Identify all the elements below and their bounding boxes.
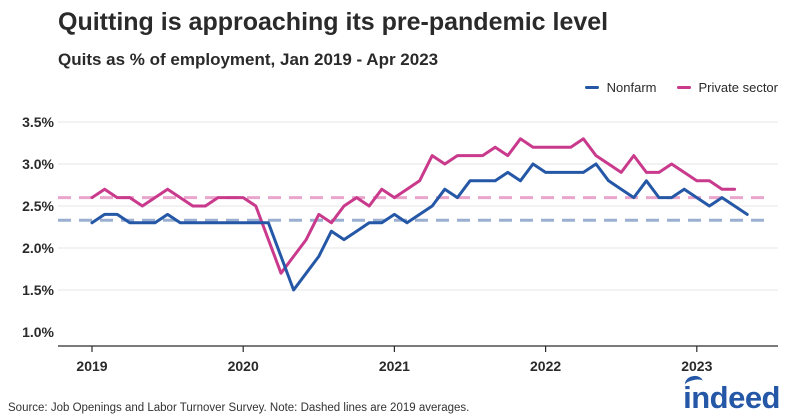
legend-label-private-sector: Private sector [698, 80, 778, 95]
logo-text: indeed [683, 380, 780, 415]
series-line-nonfarm [90, 162, 749, 292]
x-tick-label: 2021 [379, 358, 410, 374]
y-axis-ticks: 1.0% 1.5% 2.0% 2.5% 3.0% 3.5% [22, 114, 54, 340]
gridlines [58, 121, 778, 291]
indeed-logo: indeed [683, 374, 780, 415]
legend-swatch-private-sector [676, 86, 691, 89]
chart-title: Quitting is approaching its pre-pandemic… [58, 8, 609, 36]
y-tick-label: 1.5% [22, 282, 54, 298]
x-tick-label: 2019 [76, 358, 107, 374]
x-axis: 2019 2020 2021 2022 2023 [58, 345, 778, 374]
y-tick-label: 1.0% [22, 324, 54, 340]
x-tick-label: 2023 [681, 358, 712, 374]
source-note: Source: Job Openings and Labor Turnover … [8, 402, 470, 414]
series-line-private-sector [90, 137, 737, 275]
legend-item-private-sector: Private sector [676, 80, 778, 95]
y-tick-label: 2.0% [22, 240, 54, 256]
y-tick-label: 3.5% [22, 114, 54, 130]
chart-legend: Nonfarm Private sector [565, 80, 778, 95]
y-tick-label: 2.5% [22, 198, 54, 214]
legend-label-nonfarm: Nonfarm [606, 80, 657, 95]
legend-item-nonfarm: Nonfarm [584, 80, 657, 95]
series-lines [90, 137, 749, 292]
reference-lines [58, 196, 770, 222]
chart-subtitle: Quits as % of employment, Jan 2019 - Apr… [58, 50, 439, 69]
y-tick-label: 3.0% [22, 156, 54, 172]
x-tick-label: 2020 [228, 358, 259, 374]
legend-swatch-nonfarm [584, 86, 599, 89]
x-tick-label: 2022 [530, 358, 561, 374]
